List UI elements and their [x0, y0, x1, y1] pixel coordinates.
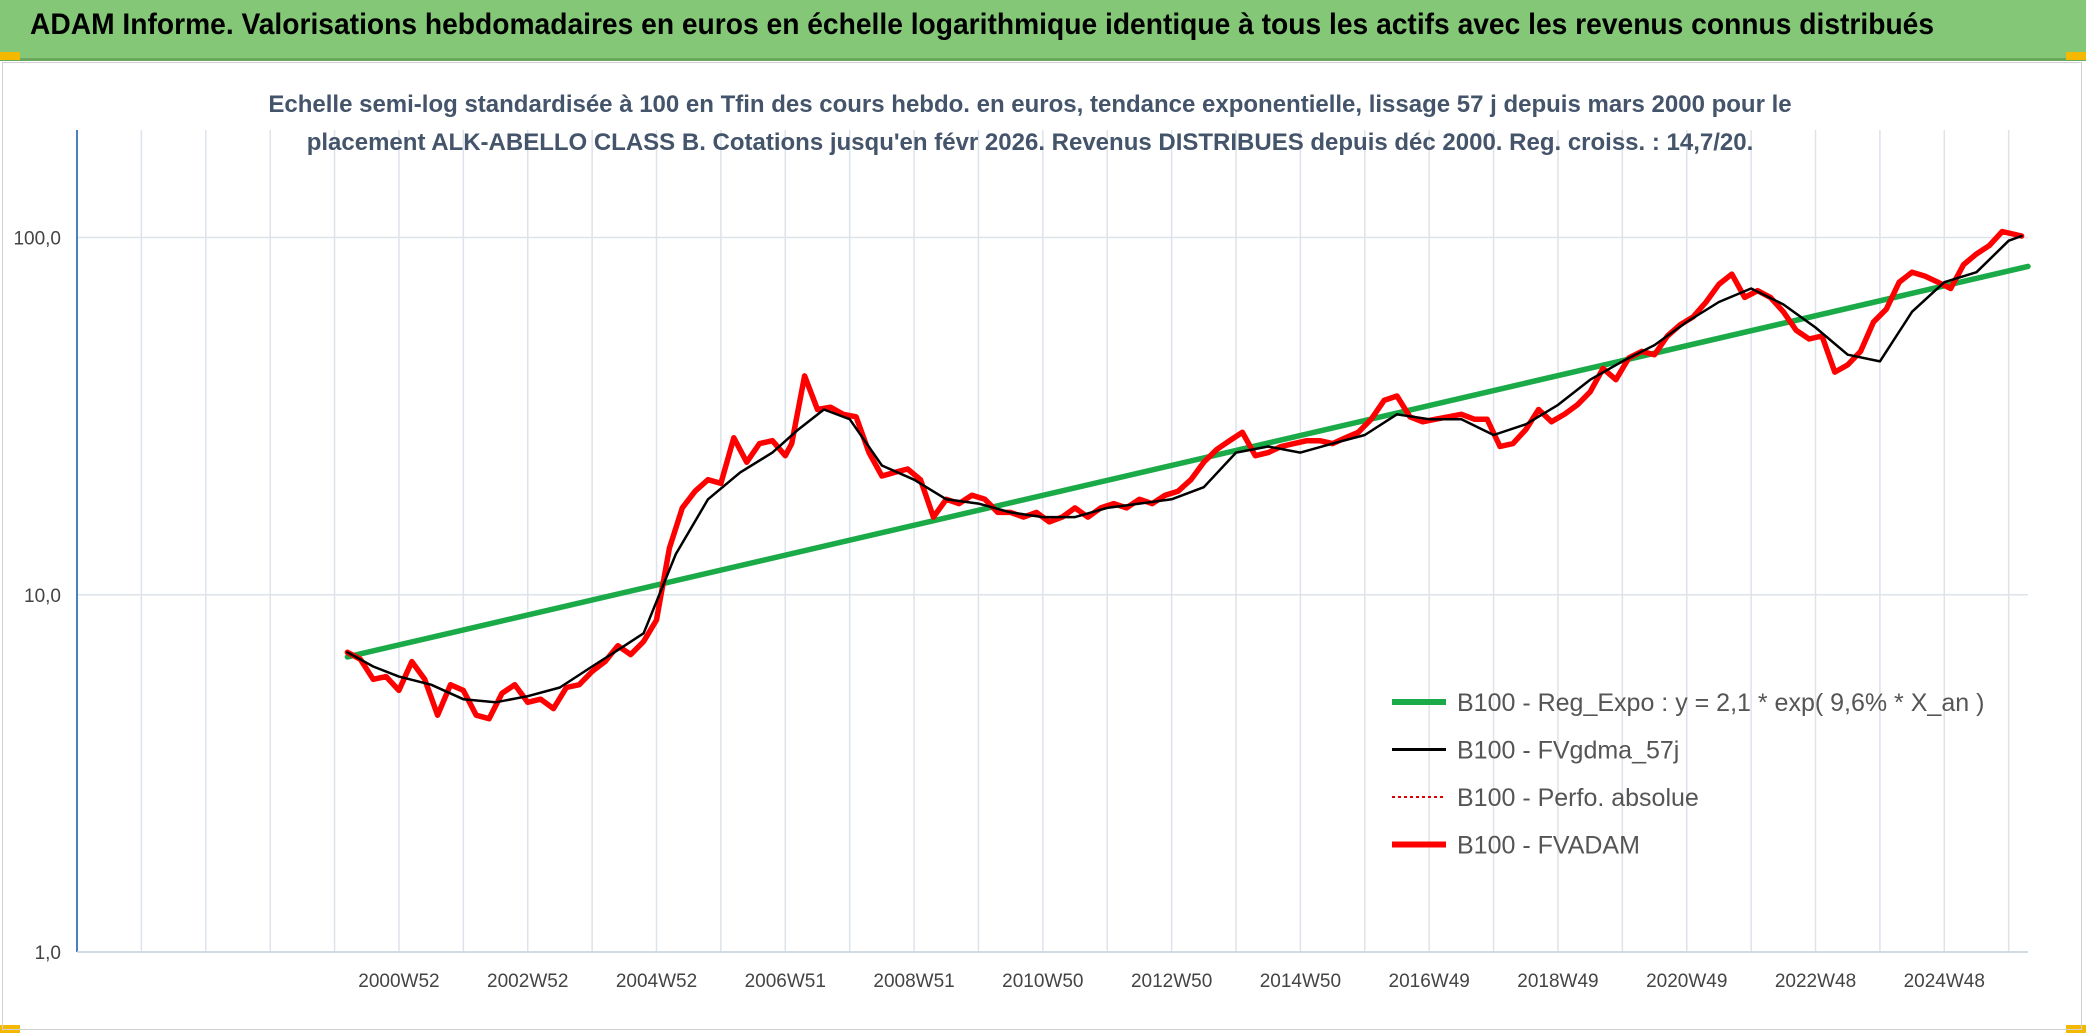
header-banner: ADAM Informe. Valorisations hebdomadaire…: [0, 0, 2086, 61]
series-lines: [344, 228, 2031, 722]
corner-accent-top-left: [0, 52, 20, 60]
axes: 1,0 10,0 100,0 2000W52 2002W52 2004W52 2006W51…: [13, 130, 2028, 992]
legend: B100 - Reg_Expo : y = 2,1 * exp( 9,6% * …: [1392, 689, 1984, 860]
report-title: ADAM Informe. Valorisations hebdomadaire…: [30, 8, 1935, 41]
x-tick-label: 2016W49: [1389, 971, 1470, 992]
x-tick-label: 2022W48: [1775, 971, 1856, 992]
y-tick-label: 10,0: [24, 586, 61, 607]
x-tick-label: 2000W52: [358, 971, 439, 992]
x-tick-label: 2010W50: [1002, 971, 1083, 992]
x-tick-label: 2008W51: [873, 971, 954, 992]
y-tick-label: 100,0: [13, 229, 61, 250]
gridlines: [76, 130, 2028, 953]
series-line-3: [344, 228, 2025, 722]
y-tick-label: 1,0: [35, 943, 61, 964]
corner-accent-top-right: [2066, 52, 2086, 60]
chart-frame: [2, 62, 2082, 1030]
legend-label: B100 - Perfo. absolue: [1457, 784, 1699, 812]
x-tick-label: 2004W52: [616, 971, 697, 992]
x-tick-label: 2006W51: [745, 971, 826, 992]
x-tick-label: 2024W48: [1904, 971, 1985, 992]
legend-label: B100 - FVgdma_57j: [1457, 737, 1679, 765]
series-line-0: [344, 263, 2031, 660]
x-tick-label: 2020W49: [1646, 971, 1727, 992]
x-tick-label: 2012W50: [1131, 971, 1212, 992]
x-tick-label: 2014W50: [1260, 971, 1341, 992]
legend-label: B100 - Reg_Expo : y = 2,1 * exp( 9,6% * …: [1457, 689, 1984, 717]
legend-label: B100 - FVADAM: [1457, 832, 1640, 860]
series-line-1: [346, 234, 2023, 704]
x-tick-label: 2002W52: [487, 971, 568, 992]
x-tick-label: 2018W49: [1517, 971, 1598, 992]
chart-title: Echelle semi-log standardisée à 100 en T…: [268, 91, 1792, 156]
